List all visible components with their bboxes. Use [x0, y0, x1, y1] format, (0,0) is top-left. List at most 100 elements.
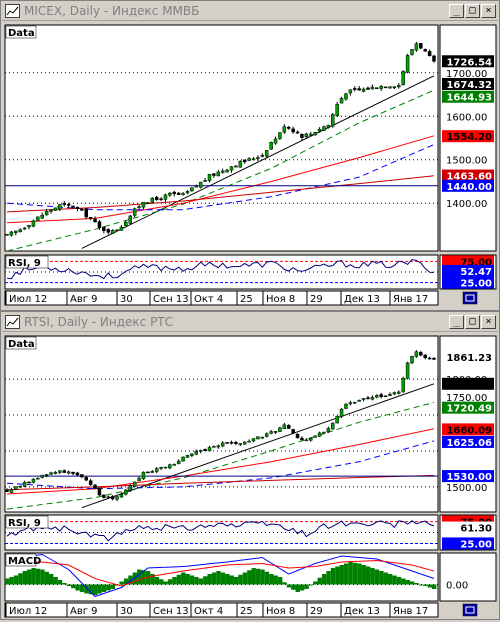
w0-price-candle-body [102, 226, 106, 231]
w0-price-candle-body [198, 181, 203, 188]
w1-price-candle-body [401, 377, 405, 392]
w0-price-candle-body [304, 133, 309, 137]
w1-macd-macd-bar [137, 569, 142, 585]
w1-price-candle-body [229, 442, 234, 444]
w1-macd-macd-bar [291, 584, 296, 590]
w0-price-candle-body [361, 88, 366, 92]
w0-price-candle-body [286, 126, 291, 129]
rtsi-title-bar[interactable]: RTSI, Daily - Индекс РТС _ □ × [2, 313, 498, 332]
w1-price-candle-body [53, 471, 58, 474]
w1-macd-macd-bar [379, 571, 384, 585]
w0-price-candle-body [264, 150, 269, 157]
w1-macd-macd-bar [203, 576, 208, 585]
w0-price-candle-body [344, 93, 348, 100]
link-icon[interactable] [462, 291, 478, 305]
w1-price-candle-body [203, 449, 207, 452]
w1-price-candle-body [335, 415, 339, 424]
w1-macd-macd-bar [35, 568, 41, 585]
w0-price-candle-body [392, 86, 397, 89]
w1-price-candle-body [154, 468, 159, 472]
w1-macd-macd-bar [141, 570, 146, 585]
chart-app-icon-glyph [6, 6, 19, 16]
bottom-edge [0, 620, 500, 622]
w1-price-candle-body [14, 486, 18, 490]
w0-price-candle-body [88, 216, 93, 219]
w0-price-candle-body [251, 158, 256, 161]
w1-price-candle-body [97, 487, 102, 496]
w0-price-candle-body [146, 202, 150, 204]
w1-macd-macd-bar [383, 572, 388, 585]
w1-macd-macd-bar [392, 575, 397, 585]
w0-price-candle-body [27, 225, 31, 228]
w1-macd-macd-bar [339, 565, 344, 585]
w1-price-candle-body [9, 489, 14, 493]
micex-title-bar[interactable]: MICEX, Daily - Индекс ММВБ _ □ × [2, 2, 498, 21]
micex-close-button[interactable]: × [481, 4, 496, 18]
w1-x-tick-label: Окт 4 [194, 606, 223, 617]
rtsi-chart[interactable]: 1500.001750.001800.00Data1861.231720.491… [1, 332, 499, 620]
w1-price-candle-body [137, 477, 141, 482]
w0-price-value-badge-text: 1674.32 [446, 80, 492, 91]
w0-x-tick-label: 29 [310, 294, 323, 305]
w0-price-candle-body [427, 51, 432, 57]
w1-price-candle-body [388, 394, 392, 396]
rtsi-close-button[interactable]: × [481, 315, 496, 329]
w0-price-candle-body [331, 114, 335, 127]
w0-rsi-rsi-line [6, 258, 435, 280]
w1-macd-macd-bar [370, 568, 375, 585]
w1-price-candle-body [269, 431, 273, 434]
w1-macd-macd-bar [13, 575, 19, 585]
w1-macd-macd-bar [216, 571, 221, 585]
w1-price-candle-body [212, 446, 216, 448]
micex-maximize-button[interactable]: □ [465, 4, 480, 18]
w0-rsi-value-badge [442, 276, 494, 289]
w1-price-candle-body [49, 472, 53, 475]
w1-macd-macd-bar [176, 574, 182, 585]
w1-price-candle-body [286, 424, 291, 429]
w1-price-candle-body [132, 481, 137, 487]
w0-price-candle-body [401, 71, 405, 86]
w1-price-candle-body [62, 470, 66, 473]
w0-price-label: Data [8, 28, 35, 39]
w1-price-candle-body [392, 392, 397, 395]
w0-price-candle-body [203, 180, 207, 182]
rtsi-maximize-button[interactable]: □ [465, 315, 480, 329]
w0-price-value-badge [442, 90, 494, 103]
w1-price-candle-body [18, 485, 22, 488]
w1-price-candle-body [427, 357, 432, 360]
rtsi-window-title: RTSI, Daily - Индекс РТС [24, 315, 174, 329]
w1-macd-macd-bar [93, 584, 98, 595]
w1-price-candle-body [344, 404, 348, 409]
w1-macd-macd-bar [335, 566, 340, 585]
w1-macd-pane: 0.00 MACD [4, 552, 497, 602]
w1-price-candle-body [251, 438, 256, 442]
w1-price-tick-label: 1750.00 [446, 393, 487, 404]
w1-price-candle-body [282, 424, 287, 430]
w1-macd-macd-bar [18, 573, 23, 585]
micex-minimize-button[interactable]: _ [449, 4, 464, 18]
w1-macd-macd-bar [242, 572, 248, 585]
w0-price-candle-body [5, 233, 9, 236]
w1-price-value-badge [442, 470, 494, 483]
w1-macd-macd-bar [119, 581, 124, 585]
w1-macd-macd-bar [172, 577, 177, 585]
w0-price-value-badge-text: 1463.60 [446, 172, 492, 183]
w1-price-candle-body [264, 433, 269, 437]
w1-macd-macd-bar [238, 574, 243, 585]
w0-x-tick-label: Сен 13 [153, 294, 189, 305]
w1-macd-macd-bar [198, 578, 204, 585]
w1-macd-label: MACD [8, 556, 41, 567]
w1-macd-macd-bar [79, 584, 85, 592]
w0-price-candle-body [291, 128, 295, 133]
w1-x-tick-label: Дек 13 [344, 606, 380, 617]
w0-price-overlay-line [6, 135, 435, 224]
w1-price-candle-body [128, 485, 133, 491]
w1-macd-macd-bar [31, 568, 36, 585]
link-icon[interactable] [462, 603, 478, 617]
w0-price-candle-body [348, 89, 353, 94]
w0-x-tick-label: Дек 13 [344, 294, 380, 305]
micex-chart[interactable]: 1400.00 1500.00 1600.00 1700.00 Data 1726.54 1… [1, 21, 499, 311]
rtsi-minimize-button[interactable]: _ [449, 315, 464, 329]
w0-price-candle-body [410, 49, 414, 55]
link-icon-glyph [465, 606, 475, 614]
